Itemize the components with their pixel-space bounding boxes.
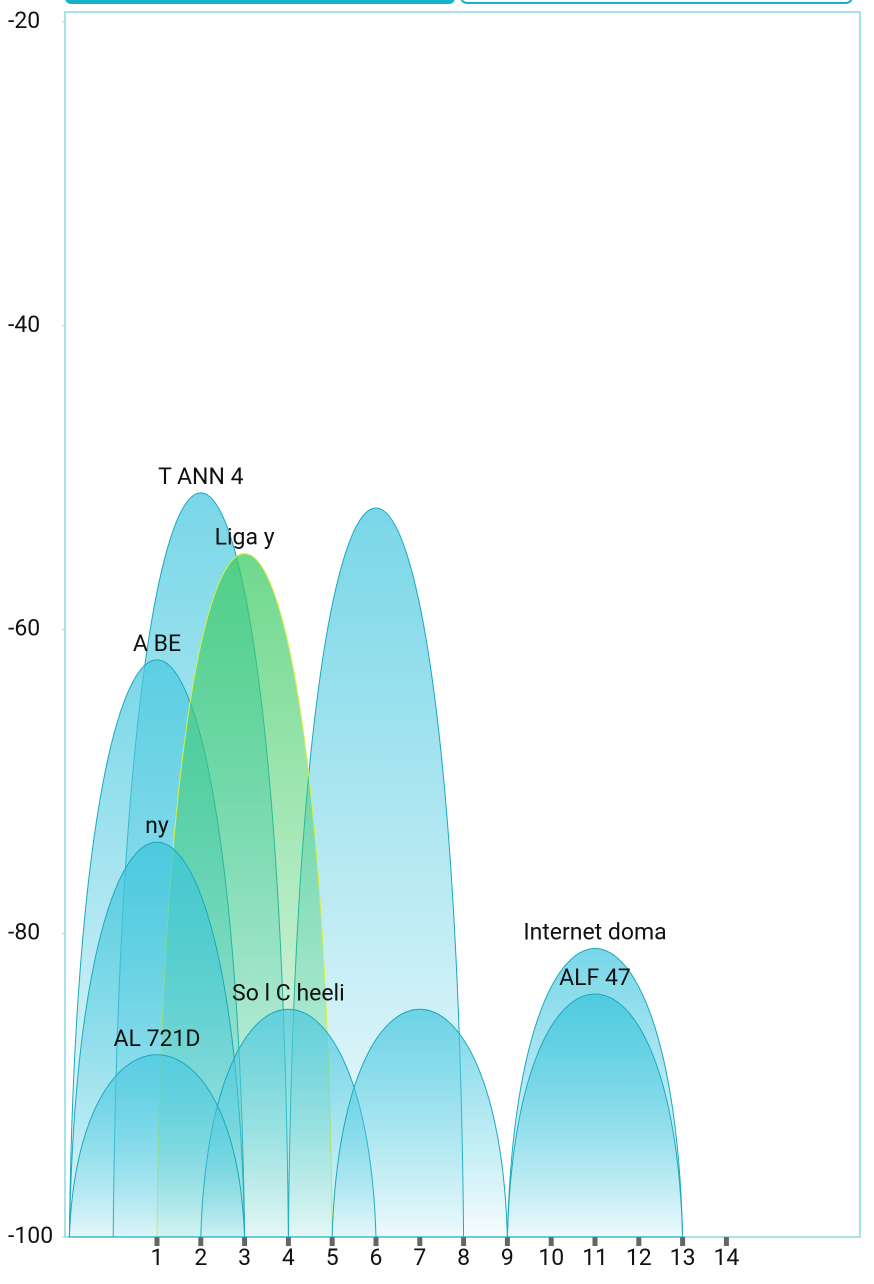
x-tick (636, 1237, 642, 1246)
x-tick (723, 1237, 729, 1246)
x-tick-label: 14 (713, 1244, 739, 1271)
network-label: Liga y (215, 524, 275, 551)
y-tick-label: -40 (8, 311, 40, 338)
x-tick (329, 1237, 335, 1246)
x-tick-label: 11 (582, 1244, 608, 1271)
network-label: AL 721D (113, 1025, 200, 1052)
network-label: A BE (133, 630, 181, 657)
x-tick (548, 1237, 554, 1246)
y-tick-label: -80 (8, 918, 40, 945)
x-tick-label: 12 (626, 1244, 652, 1271)
network-arc (331, 1008, 508, 1238)
x-tick-label: 8 (457, 1244, 470, 1271)
x-tick-label: 9 (501, 1244, 514, 1271)
x-tick (198, 1237, 204, 1246)
x-tick (461, 1237, 467, 1246)
x-tick (417, 1237, 423, 1246)
x-tick (154, 1237, 160, 1246)
x-tick-label: 13 (670, 1244, 696, 1271)
x-tick-label: 6 (370, 1244, 383, 1271)
network-label: ALF 47 (559, 964, 631, 991)
x-tick (592, 1237, 598, 1246)
y-tick-label: -100 (8, 1222, 53, 1249)
x-tick-label: 2 (194, 1244, 207, 1271)
y-tick-label: -60 (8, 615, 40, 642)
x-tick (242, 1237, 248, 1246)
network-arc (506, 993, 684, 1238)
x-tick (285, 1237, 291, 1246)
x-tick-label: 7 (413, 1244, 426, 1271)
x-tick-label: 3 (238, 1244, 251, 1271)
network-arc (68, 1054, 246, 1238)
network-label: ny (145, 812, 169, 839)
network-label: T ANN 4 (158, 463, 244, 490)
x-tick-label: 5 (326, 1244, 339, 1271)
tab-selected[interactable] (65, 0, 455, 4)
network-label: Internet doma (523, 919, 666, 946)
tab[interactable] (460, 0, 853, 4)
x-tick (373, 1237, 379, 1246)
x-tick-label: 1 (151, 1244, 164, 1271)
y-tick-label: -20 (8, 7, 40, 34)
x-tick (680, 1237, 686, 1246)
x-tick-label: 10 (538, 1244, 564, 1271)
x-tick (504, 1237, 510, 1246)
x-tick-label: 4 (282, 1244, 295, 1271)
network-label: So l C heeli (232, 979, 345, 1006)
